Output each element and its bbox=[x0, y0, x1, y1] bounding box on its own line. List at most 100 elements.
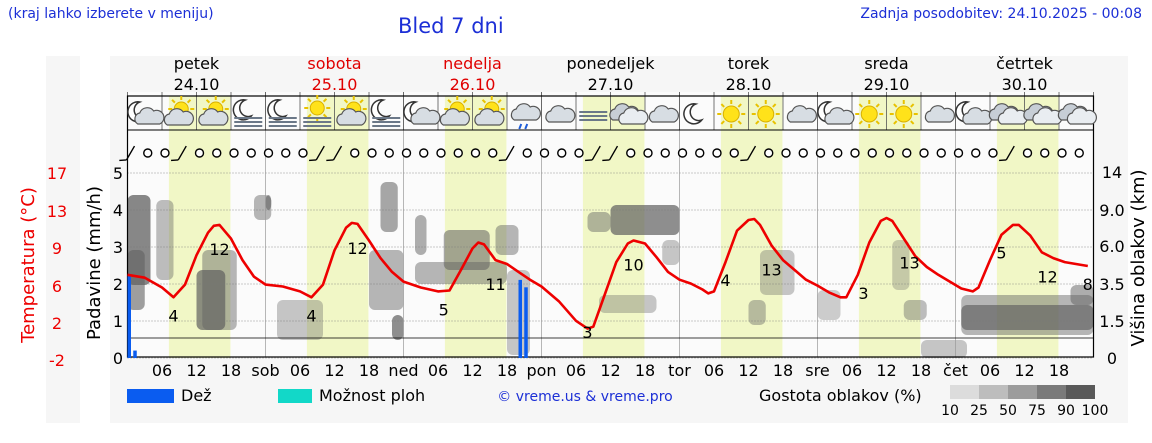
moon-cloud-icon bbox=[955, 101, 993, 125]
precip-tick: 2 bbox=[113, 275, 123, 294]
day-name: torek bbox=[728, 54, 770, 73]
rain-bar bbox=[524, 287, 528, 358]
rain-legend-swatch bbox=[127, 389, 174, 403]
cloud-density-swatch bbox=[1066, 385, 1095, 399]
x-tick-label: 18 bbox=[221, 361, 241, 380]
wind-barb-icon bbox=[326, 145, 343, 162]
x-tick-label: 18 bbox=[911, 361, 931, 380]
calm-wind-icon bbox=[263, 148, 274, 158]
temperature-tick: 17 bbox=[47, 164, 67, 183]
overcast-icon bbox=[1023, 103, 1063, 125]
daylight-band bbox=[720, 96, 783, 358]
calm-wind-icon bbox=[643, 148, 653, 158]
calm-wind-icon bbox=[919, 148, 929, 158]
calm-wind-icon bbox=[712, 148, 722, 158]
cloud-density-block bbox=[748, 300, 766, 325]
cloud-density-block bbox=[961, 305, 1094, 330]
showers-legend-swatch bbox=[278, 389, 312, 403]
calm-wind-icon bbox=[367, 148, 377, 158]
x-tick-label: 12 bbox=[186, 361, 206, 380]
daylight-band bbox=[444, 96, 507, 358]
calm-wind-icon bbox=[1057, 148, 1067, 158]
x-tick-label: 18 bbox=[1049, 361, 1069, 380]
temperature-label: 4 bbox=[306, 306, 316, 325]
day-name: petek bbox=[174, 54, 220, 73]
x-tick-label: tor bbox=[668, 361, 691, 380]
calm-wind-icon bbox=[246, 148, 256, 158]
temperature-label: 8 bbox=[1083, 275, 1093, 294]
day-name: nedelja bbox=[443, 54, 502, 73]
x-tick-label: ned bbox=[388, 361, 418, 380]
wind-barb-icon bbox=[498, 145, 515, 162]
rain-legend-label: Dež bbox=[181, 386, 212, 405]
calm-wind-icon bbox=[988, 148, 998, 158]
rain-icon bbox=[510, 103, 542, 130]
cloud-density-swatch bbox=[1008, 385, 1037, 399]
sun-cloud-icon bbox=[336, 96, 367, 126]
moon-fog-icon bbox=[370, 99, 401, 127]
cloud-density-block bbox=[662, 240, 680, 265]
cloud-icon bbox=[545, 105, 576, 123]
temperature-label: 12 bbox=[1037, 267, 1057, 286]
cloud-density-block bbox=[277, 300, 323, 340]
cloud-density-swatch bbox=[979, 385, 1008, 399]
cloud-density-block bbox=[610, 205, 680, 235]
day-date: 25.10 bbox=[312, 75, 358, 94]
precip-axis-label: Padavine (mm/h) bbox=[84, 186, 105, 340]
temperature-label: 4 bbox=[168, 306, 178, 325]
cloud-density-block bbox=[587, 212, 611, 232]
calm-wind-icon bbox=[539, 148, 550, 158]
temperature-label: 13 bbox=[761, 260, 781, 279]
region-hint-link[interactable]: (kraj lahko izberete v meniju) bbox=[8, 6, 214, 22]
x-tick-label: 06 bbox=[290, 361, 310, 380]
temperature-label: 3 bbox=[582, 323, 592, 342]
day-date: 24.10 bbox=[174, 75, 220, 94]
calm-wind-icon bbox=[436, 148, 446, 158]
temperature-label: 10 bbox=[623, 256, 643, 275]
sun-cloud-icon bbox=[474, 96, 505, 126]
x-tick-label: 12 bbox=[876, 361, 896, 380]
moon-cloud-icon bbox=[817, 101, 855, 125]
x-tick-label: sre bbox=[805, 361, 829, 380]
x-tick-label: pon bbox=[526, 361, 556, 380]
wind-barb-icon bbox=[585, 145, 601, 162]
fog-icon bbox=[579, 111, 608, 121]
sun-icon bbox=[751, 100, 780, 128]
precip-tick: 0 bbox=[113, 349, 123, 368]
calm-wind-icon bbox=[764, 148, 774, 158]
moon-cloud-icon bbox=[403, 101, 441, 125]
wind-barb-icon bbox=[999, 145, 1015, 162]
wind-barb-icon bbox=[740, 145, 757, 162]
calm-wind-icon bbox=[729, 148, 739, 158]
cloud-density-tick: 50 bbox=[999, 403, 1017, 419]
cloud-icon bbox=[648, 105, 680, 123]
day-date: 27.10 bbox=[588, 75, 634, 94]
x-tick-label: 12 bbox=[600, 361, 620, 380]
x-tick-label: 06 bbox=[428, 361, 448, 380]
x-tick-label: 06 bbox=[980, 361, 1000, 380]
cloud-height-tick: 0 bbox=[1107, 349, 1117, 368]
day-name: četrtek bbox=[996, 54, 1054, 73]
credit-link: © vreme.us & vreme.pro bbox=[497, 389, 672, 405]
sun-fog-icon bbox=[303, 95, 332, 127]
sun-cloud-icon bbox=[439, 96, 471, 126]
day-date: 26.10 bbox=[450, 75, 496, 94]
temperature-tick: 13 bbox=[47, 202, 67, 221]
daylight-band bbox=[858, 96, 921, 358]
cloud-density-tick: 10 bbox=[941, 403, 959, 419]
last-update: Zadnja posodobitev: 24.10.2025 - 00:08 bbox=[860, 6, 1142, 22]
cloud-density-block bbox=[380, 182, 398, 232]
cloud-density-block bbox=[127, 250, 145, 310]
cloud-density-block bbox=[495, 225, 519, 255]
page-title: Bled 7 dni bbox=[398, 14, 504, 38]
showers-legend-label: Možnost ploh bbox=[319, 386, 425, 405]
cloud-density-block bbox=[921, 340, 967, 358]
wind-barb-icon bbox=[602, 145, 619, 162]
temperature-label: 5 bbox=[439, 300, 449, 319]
calm-wind-icon bbox=[453, 148, 463, 158]
cloud-height-tick: 9.0 bbox=[1099, 201, 1124, 220]
precip-tick: 5 bbox=[113, 164, 123, 183]
calm-wind-icon bbox=[229, 148, 239, 158]
wind-barb-icon bbox=[119, 145, 136, 162]
